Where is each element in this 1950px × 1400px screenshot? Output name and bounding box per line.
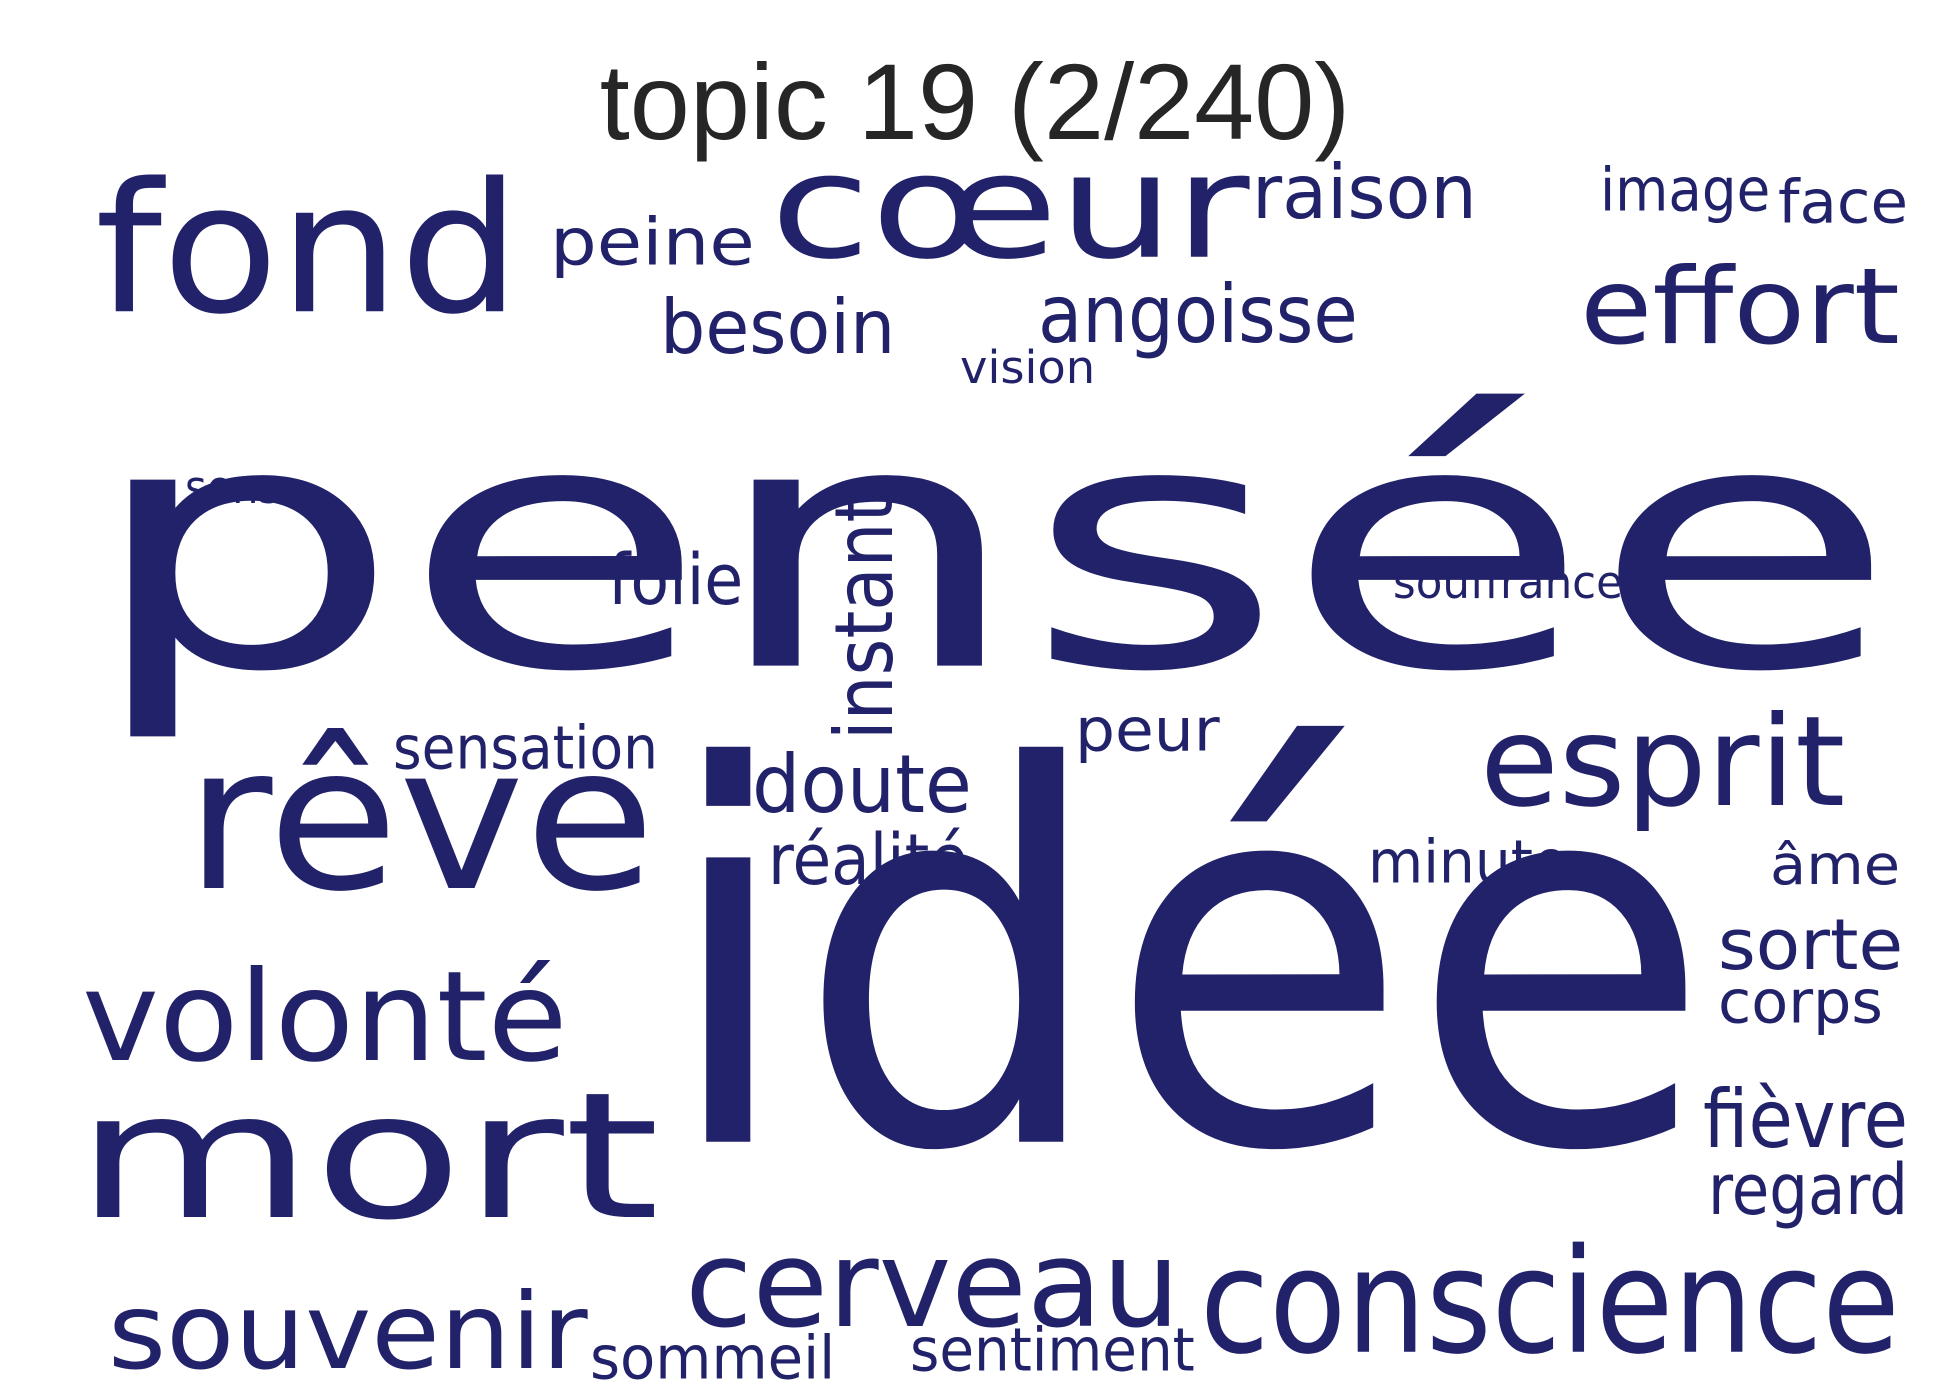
word-reve: rêve xyxy=(185,702,656,936)
word-folie: folie xyxy=(608,538,744,621)
word-conscience: conscience xyxy=(1200,1216,1900,1387)
word-fievre: fièvre xyxy=(1703,1072,1909,1167)
word-minute: minute xyxy=(1368,826,1568,897)
chart-title: topic 19 (2/240) xyxy=(599,41,1351,162)
word-effort: effort xyxy=(1580,245,1900,369)
word-realite: réalité xyxy=(768,818,969,901)
word-doute: doute xyxy=(752,737,972,832)
word-volonte: volonté xyxy=(82,943,568,1090)
word-angoisse: angoisse xyxy=(1038,267,1358,362)
word-peur: peur xyxy=(1075,694,1220,765)
word-souvenir: souvenir xyxy=(108,1270,588,1394)
word-sentiment: sentiment xyxy=(910,1314,1195,1385)
word-vision: vision xyxy=(960,340,1096,394)
word-ame: âme xyxy=(1770,833,1901,898)
word-esprit: esprit xyxy=(1480,688,1846,835)
word-peine: peine xyxy=(550,204,755,281)
word-mort: mort xyxy=(75,1054,660,1259)
word-idee: idée xyxy=(660,658,1712,1267)
word-coeur: cœur xyxy=(770,121,1250,292)
word-face: face xyxy=(1778,166,1908,237)
word-souffrance: souffrance xyxy=(1393,555,1623,609)
word-sens: sens xyxy=(185,460,281,514)
word-corps: corps xyxy=(1718,966,1883,1037)
word-sommeil: sommeil xyxy=(590,1322,836,1393)
word-raison: raison xyxy=(1252,148,1477,236)
word-fond: fond xyxy=(95,143,521,355)
word-image: image xyxy=(1600,154,1771,225)
word-cerveau: cerveau xyxy=(685,1214,1180,1355)
word-pensee: pensée xyxy=(85,349,1898,748)
word-besoin: besoin xyxy=(660,283,896,371)
word-regard: regard xyxy=(1708,1148,1909,1231)
word-instant: instant xyxy=(817,494,912,740)
word-sorte: sorte xyxy=(1718,903,1904,986)
word-sensation: sensation xyxy=(393,712,658,783)
